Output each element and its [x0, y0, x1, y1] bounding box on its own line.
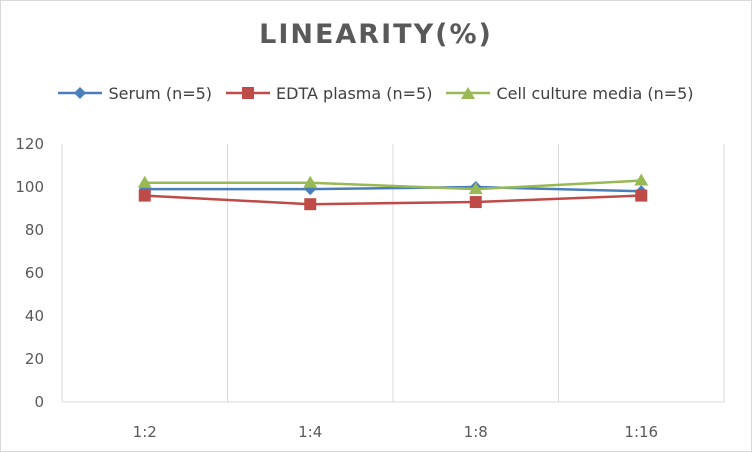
y-tick-label: 40	[25, 307, 44, 325]
series-1-line	[144, 194, 642, 206]
chart-title: LINEARITY(%)	[259, 19, 493, 50]
legend-item-edta-plasma: EDTA plasma (n=5)	[226, 84, 432, 103]
series-1-point	[635, 189, 648, 202]
series-1-point	[304, 198, 317, 211]
legend-marker-cell-culture-media	[446, 87, 491, 99]
y-tick-label: 120	[15, 135, 44, 153]
legend-label-edta-plasma: EDTA plasma (n=5)	[276, 83, 433, 103]
x-tick-label: 1:16	[624, 423, 658, 441]
series-2-point	[303, 175, 318, 188]
series-1-point	[138, 189, 151, 202]
y-tick-label: 20	[25, 350, 44, 368]
y-tick-label: 100	[15, 178, 44, 196]
y-tick-label: 60	[25, 264, 44, 282]
legend-label-serum: Serum (n=5)	[108, 83, 213, 103]
legend-marker-serum	[58, 87, 103, 99]
chart-legend: Serum (n=5) EDTA plasma (n=5) Cell cultu…	[1, 80, 751, 106]
x-tick-label: 1:8	[464, 423, 488, 441]
series-2-point	[468, 182, 483, 195]
series-2-point	[634, 173, 649, 186]
legend-item-cell-culture-media: Cell culture media (n=5)	[446, 83, 694, 103]
x-tick-label: 1:2	[133, 423, 157, 441]
y-tick-label: 0	[34, 393, 44, 411]
series-0-line	[144, 185, 642, 193]
legend-label-cell-culture-media: Cell culture media (n=5)	[496, 83, 694, 103]
legend-marker-edta-plasma	[226, 87, 271, 99]
series-2-line	[144, 179, 642, 191]
y-tick-label: 80	[25, 221, 44, 239]
legend-item-serum: Serum (n=5)	[58, 84, 212, 103]
series-1-point	[469, 196, 482, 209]
series-2-point	[137, 175, 152, 188]
x-tick-label: 1:4	[298, 423, 322, 441]
